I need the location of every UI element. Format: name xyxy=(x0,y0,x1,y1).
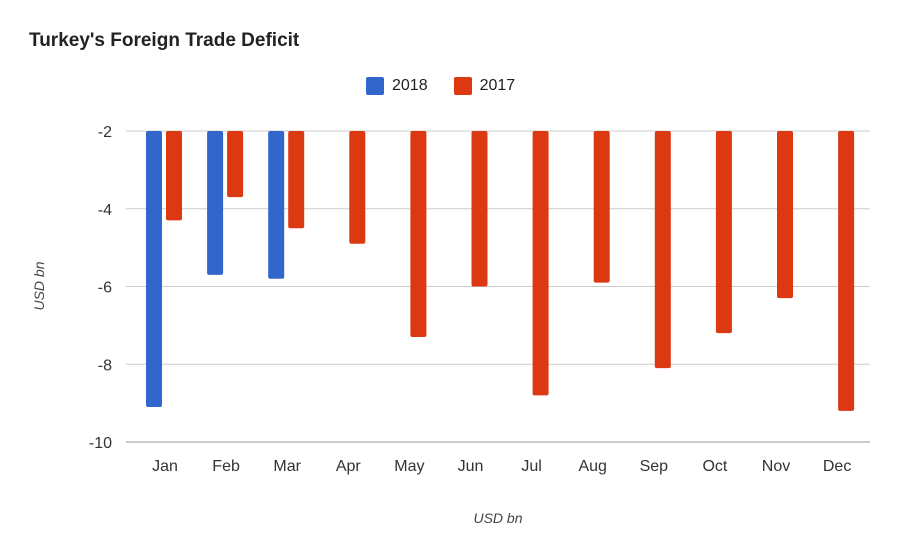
x-tick-label: Dec xyxy=(823,458,851,475)
x-tick-label: Apr xyxy=(336,458,362,475)
bar-2017-May xyxy=(410,131,427,338)
legend-swatch-2017 xyxy=(453,77,472,95)
legend: 2018 2017 xyxy=(366,77,515,95)
chart-title: Turkey's Foreign Trade Deficit xyxy=(29,30,300,51)
x-tick-label: May xyxy=(394,458,424,475)
bar-2017-Sep xyxy=(654,131,671,369)
bar-2018-Feb xyxy=(207,131,224,275)
bar-2018-Mar xyxy=(268,131,285,279)
legend-item-2017[interactable]: 2017 xyxy=(453,77,516,95)
y-tick-label: -6 xyxy=(98,280,112,297)
legend-item-2018[interactable]: 2018 xyxy=(366,77,428,95)
y-tick-label: -4 xyxy=(98,202,112,219)
y-tick-label: -8 xyxy=(98,357,112,374)
legend-label-2017: 2017 xyxy=(479,77,516,94)
y-axis-label: USD bn xyxy=(31,261,47,310)
x-tick-label: Sep xyxy=(640,458,669,475)
y-tick-label: -2 xyxy=(98,124,112,141)
x-axis-label: USD bn xyxy=(473,510,522,526)
bar-2017-Feb xyxy=(227,131,244,198)
bar-2017-Jan xyxy=(166,131,182,221)
x-tick-label: Nov xyxy=(762,458,790,475)
bar-2017-Aug xyxy=(593,131,610,283)
bar-2018-Jan xyxy=(146,131,162,408)
x-tick-label: Jun xyxy=(458,458,484,475)
bar-2017-Dec xyxy=(838,131,855,411)
x-tick-label: Oct xyxy=(702,458,727,475)
y-tick-label: -10 xyxy=(89,435,112,452)
bar-2017-Jun xyxy=(471,131,488,287)
bar-2017-Jul xyxy=(532,131,549,396)
x-tick-label: Jan xyxy=(152,458,178,475)
x-tick-label: Mar xyxy=(273,458,301,475)
legend-swatch-2018 xyxy=(366,77,384,95)
bar-2017-Mar xyxy=(288,131,305,229)
bar-2017-Nov xyxy=(777,131,793,299)
x-tick-label: Jul xyxy=(521,458,541,475)
x-tick-label: Aug xyxy=(578,458,606,475)
bar-2017-Oct xyxy=(715,131,732,334)
legend-label-2018: 2018 xyxy=(392,77,428,94)
x-tick-label: Feb xyxy=(212,458,240,475)
bar-2017-Apr xyxy=(349,131,366,244)
